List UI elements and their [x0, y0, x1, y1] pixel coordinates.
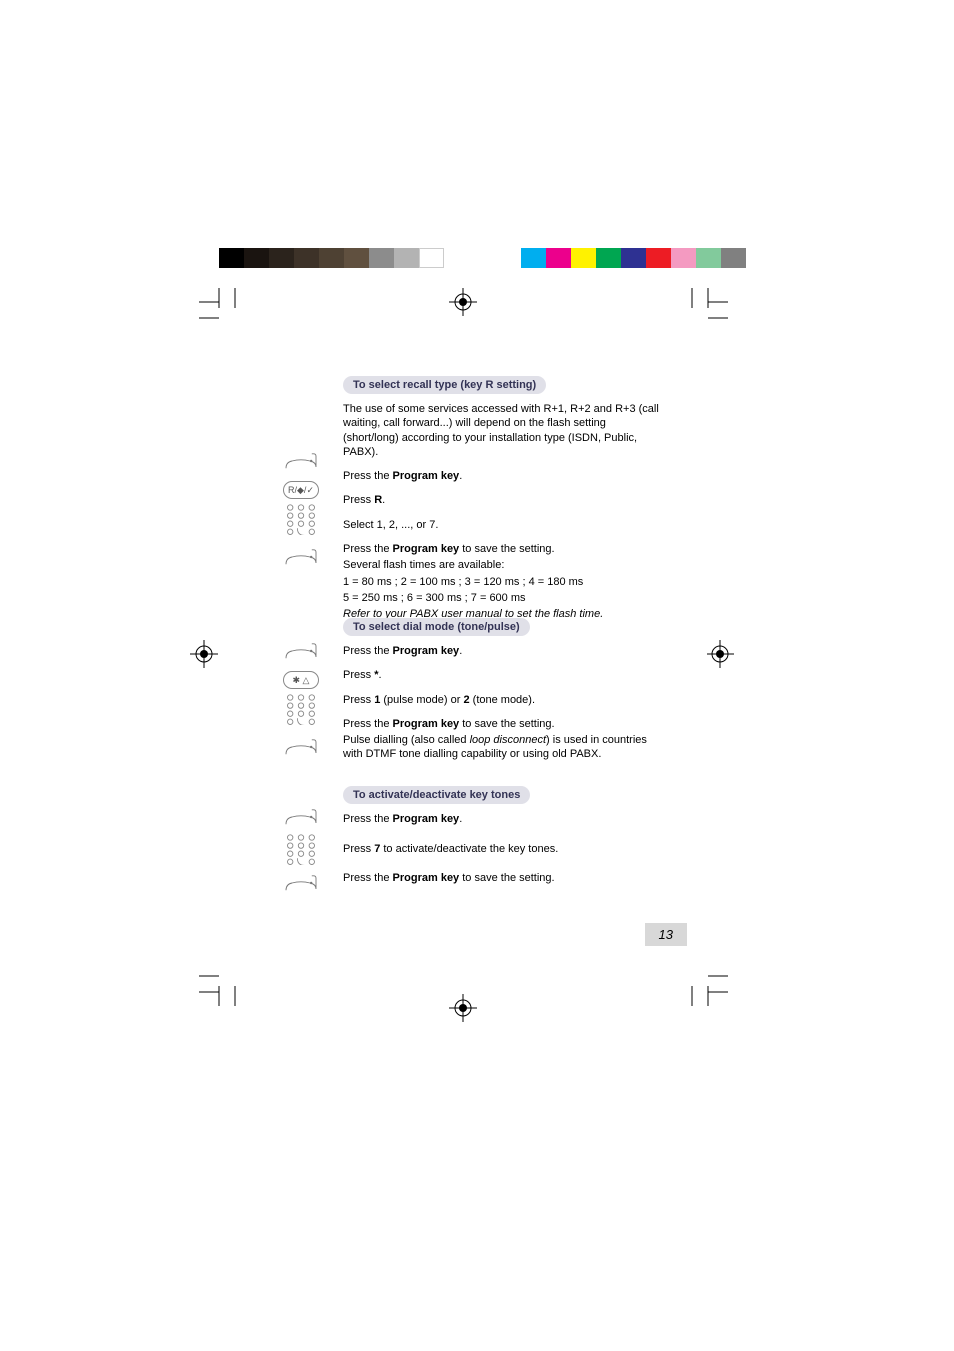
- step-text: Press R.: [343, 493, 663, 507]
- step-text: Press 1 (pulse mode) or 2 (tone mode).: [343, 693, 663, 707]
- keypad-icon: [283, 503, 319, 535]
- r-key-icon: R/◆/✓: [283, 481, 319, 499]
- program-key-icon: [283, 872, 319, 894]
- step-text: Press 7 to activate/deactivate the key t…: [343, 842, 663, 856]
- program-key-icon: [283, 806, 319, 828]
- program-key-icon: [283, 546, 319, 568]
- section-header: To select recall type (key R setting): [343, 376, 546, 394]
- step-text: Press the Program key to save the settin…: [343, 542, 663, 556]
- registration-mark-top: [449, 288, 477, 316]
- keypad-icon: [283, 833, 319, 865]
- program-key-icon: [283, 736, 319, 758]
- step-text: Press the Program key.: [343, 644, 663, 658]
- step-text: Press the Program key.: [343, 812, 663, 826]
- section-header: To activate/deactivate key tones: [343, 786, 530, 804]
- keypad-icon: [283, 693, 319, 725]
- color-density-bar-right: [521, 248, 746, 268]
- flash-times: 5 = 250 ms ; 6 = 300 ms ; 7 = 600 ms: [343, 591, 663, 605]
- star-key-icon: ✱ △: [283, 671, 319, 689]
- intro-text: The use of some services accessed with R…: [343, 402, 663, 459]
- step-text: Press the Program key.: [343, 469, 663, 483]
- note-text: Pulse dialling (also called loop disconn…: [343, 733, 663, 762]
- step-text: Press the Program key to save the settin…: [343, 871, 663, 885]
- step-icons: [283, 806, 329, 897]
- flash-times: Several flash times are available:: [343, 558, 663, 572]
- step-text: Select 1, 2, ..., or 7.: [343, 518, 663, 532]
- step-text: Press *.: [343, 668, 663, 682]
- registration-mark-bottom: [449, 994, 477, 1022]
- step-text: Press the Program key to save the settin…: [343, 717, 663, 731]
- color-density-bar-left: [219, 248, 444, 268]
- registration-mark-right: [706, 640, 734, 668]
- section-header: To select dial mode (tone/pulse): [343, 618, 530, 636]
- step-icons: ✱ △: [283, 640, 329, 761]
- registration-mark-left: [190, 640, 218, 668]
- step-icons: R/◆/✓: [283, 450, 329, 571]
- page-number: 13: [645, 923, 687, 946]
- program-key-icon: [283, 450, 319, 472]
- program-key-icon: [283, 640, 319, 662]
- manual-page: To select recall type (key R setting) Th…: [219, 318, 707, 976]
- flash-times: 1 = 80 ms ; 2 = 100 ms ; 3 = 120 ms ; 4 …: [343, 575, 663, 589]
